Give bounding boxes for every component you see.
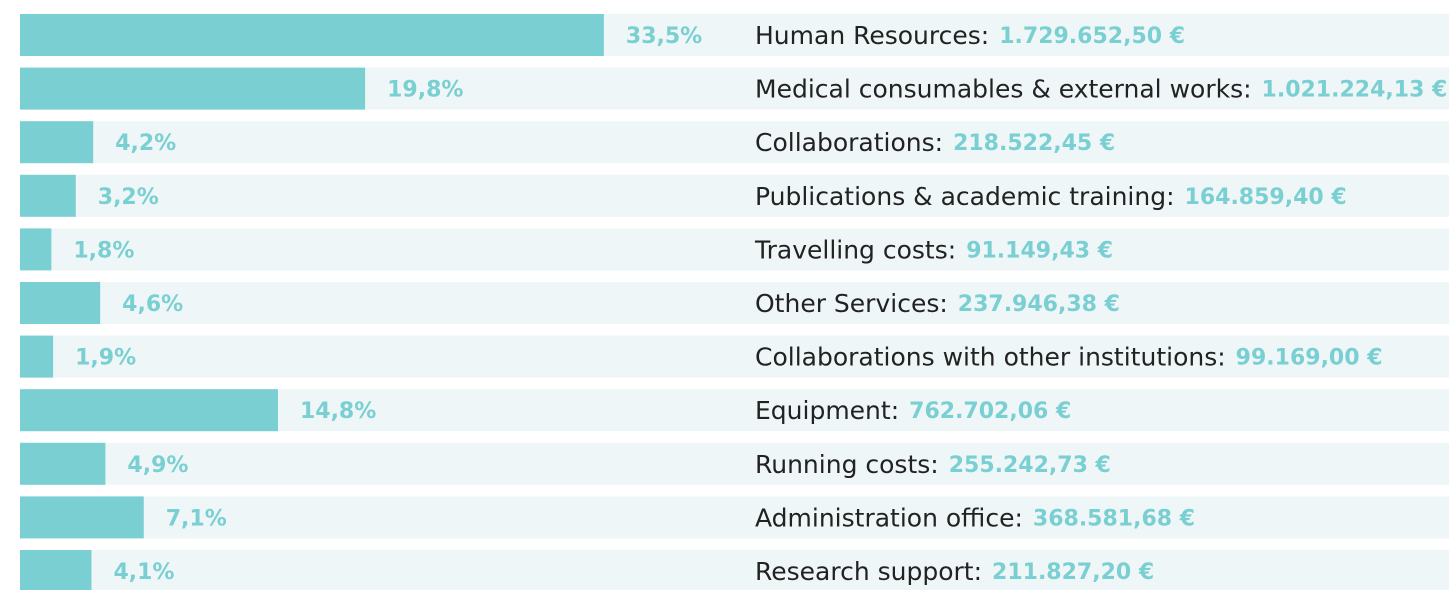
bar (20, 389, 278, 432)
value-label: 4,1% (113, 560, 174, 585)
value-label: 3,2% (98, 185, 159, 210)
category-label: Other Services: (755, 289, 948, 318)
category-label: Running costs: (755, 450, 939, 479)
value-label: 1,8% (73, 238, 134, 263)
row-label: Equipment: 762.702,06 € (755, 396, 1071, 425)
category-label: Administration office: (755, 503, 1023, 532)
value-label: 7,1% (166, 506, 227, 531)
bar (20, 174, 76, 217)
bar (20, 335, 54, 378)
amount-label: 99.169,00 € (1236, 346, 1383, 371)
row-label: Human Resources: 1.729.652,50 € (755, 21, 1185, 50)
row-label: Running costs: 255.242,73 € (755, 450, 1111, 479)
row-background (20, 282, 1449, 324)
value-label: 4,6% (122, 292, 183, 317)
row-background (20, 496, 1449, 539)
bar (20, 282, 101, 324)
amount-label: 762.702,06 € (909, 399, 1071, 424)
amount-label: 91.149,43 € (966, 238, 1113, 263)
amount-label: 218.522,45 € (953, 131, 1115, 156)
row-background (20, 335, 1449, 378)
amount-label: 1.729.652,50 € (999, 24, 1185, 49)
row-label: Collaborations: 218.522,45 € (755, 128, 1115, 157)
row-label: Medical consumables & external works: 1.0… (755, 75, 1447, 104)
value-label: 33,5% (626, 24, 702, 49)
category-label: Travelling costs: (754, 235, 956, 264)
row-background (20, 228, 1449, 271)
category-label: Equipment: (755, 396, 899, 425)
value-label: 14,8% (300, 399, 376, 424)
category-label: Publications & academic training: (755, 182, 1175, 211)
row-background (20, 550, 1449, 590)
bar (20, 228, 52, 271)
bar (20, 121, 94, 164)
category-label: Human Resources: (755, 21, 989, 50)
row-label: Research support: 211.827,20 € (755, 557, 1154, 586)
row-background (20, 174, 1449, 217)
bar (20, 14, 604, 56)
value-label: 4,2% (115, 131, 176, 156)
value-label: 4,9% (127, 453, 188, 478)
row-label: Travelling costs: 91.149,43 € (754, 235, 1113, 264)
bar (20, 442, 106, 485)
category-label: Research support: (755, 557, 982, 586)
bar (20, 550, 92, 590)
row-label: Publications & academic training: 164.859… (755, 182, 1347, 211)
row-background (20, 121, 1449, 164)
amount-label: 368.581,68 € (1033, 506, 1195, 531)
row-label: Collaborations with other institutions: 9… (755, 343, 1383, 372)
category-label: Collaborations with other institutions: (755, 343, 1226, 372)
amount-label: 211.827,20 € (992, 560, 1154, 585)
amount-label: 237.946,38 € (958, 292, 1120, 317)
value-label: 1,9% (75, 346, 136, 371)
category-label: Medical consumables & external works: (755, 75, 1252, 104)
row-label: Other Services: 237.946,38 € (755, 289, 1120, 318)
value-label: 19,8% (387, 78, 463, 103)
category-label: Collaborations: (755, 128, 943, 157)
row-background (20, 442, 1449, 485)
bar (20, 67, 366, 110)
bar (20, 496, 144, 539)
row-label: Administration office: 368.581,68 € (755, 503, 1195, 532)
amount-label: 255.242,73 € (949, 453, 1111, 478)
amount-label: 164.859,40 € (1185, 185, 1347, 210)
amount-label: 1.021.224,13 € (1262, 78, 1448, 103)
